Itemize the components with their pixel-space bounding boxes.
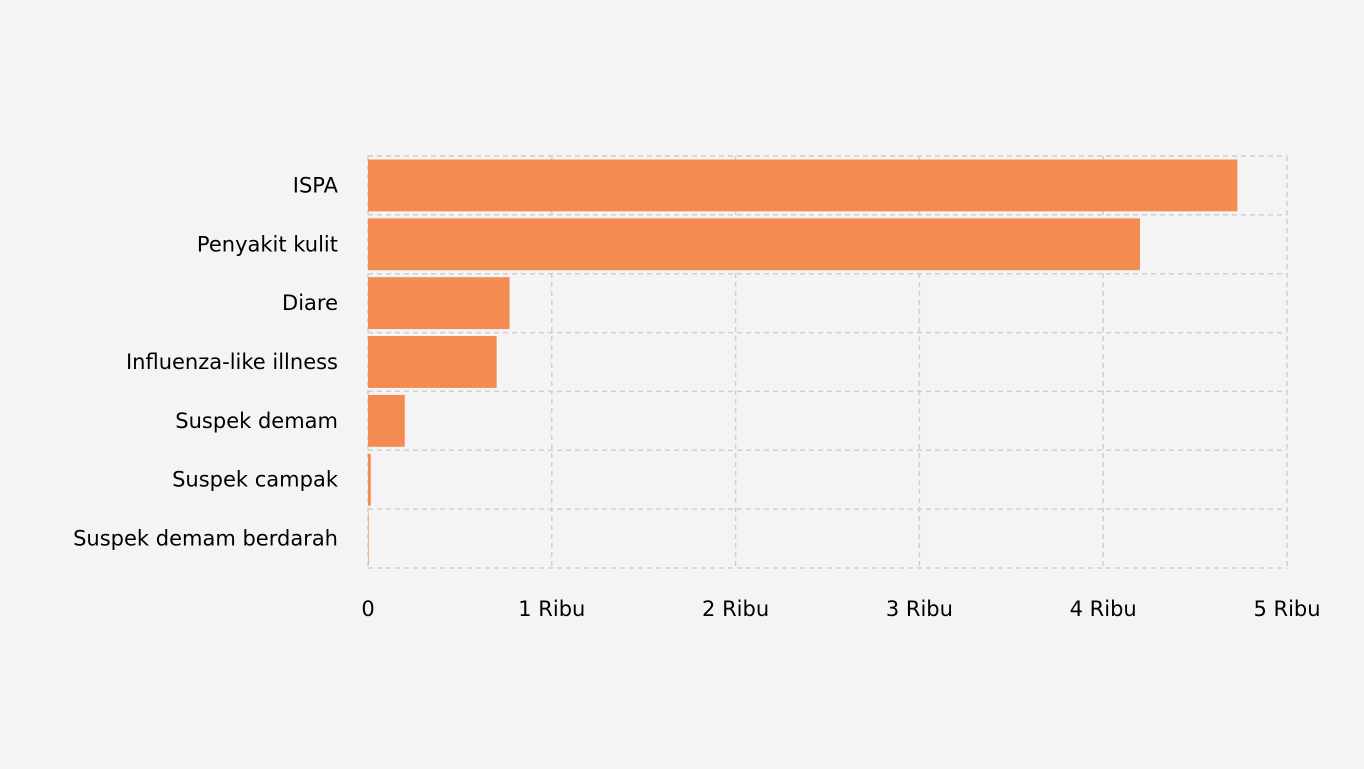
y-tick-label: ISPA: [293, 173, 339, 197]
y-axis-labels: ISPA Penyakit kulit Diare Influenza-like il…: [73, 173, 339, 550]
y-tick-label: Suspek campak: [172, 468, 339, 492]
x-axis-labels: 0 1 Ribu 2 Ribu 3 Ribu 4 Ribu 5 Ribu: [361, 597, 1320, 621]
bar[interactable]: [368, 336, 497, 388]
x-tick-label: 3 Ribu: [886, 597, 953, 621]
y-tick-label: Influenza-like illness: [126, 350, 338, 374]
x-tick-label: 1 Ribu: [518, 597, 585, 621]
y-tick-label: Suspek demam: [175, 409, 338, 433]
x-tick-label: 0: [361, 597, 374, 621]
x-tick-label: 5 Ribu: [1253, 597, 1320, 621]
bar[interactable]: [368, 394, 405, 447]
y-tick-label: Penyakit kulit: [197, 232, 338, 256]
bar[interactable]: [368, 218, 1140, 271]
y-tick-label: Suspek demam berdarah: [73, 527, 338, 551]
bar[interactable]: [368, 277, 510, 330]
bar-layer: [368, 159, 1238, 565]
grid-layer: [367, 155, 1288, 569]
x-tick-label: 2 Ribu: [702, 597, 769, 621]
y-tick-label: Diare: [282, 291, 338, 315]
bar[interactable]: [368, 159, 1238, 212]
x-tick-label: 4 Ribu: [1070, 597, 1137, 621]
bar[interactable]: [368, 453, 371, 506]
bar[interactable]: [368, 512, 369, 565]
